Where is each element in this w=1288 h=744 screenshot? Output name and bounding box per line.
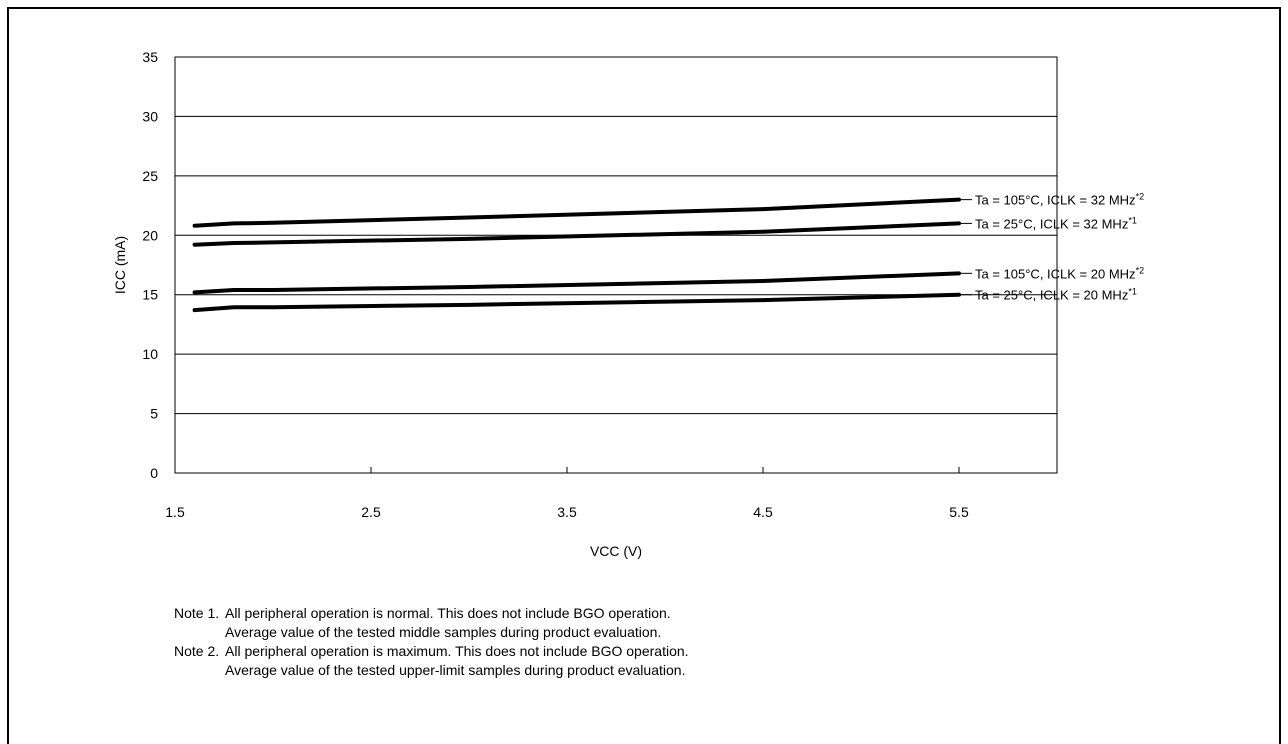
series-label-2: Ta = 25°C, ICLK = 32 MHz*1 <box>975 215 1137 231</box>
note-2: Note 2. All peripheral operation is maxi… <box>174 642 689 680</box>
x-tick-label-4.5: 4.5 <box>753 504 773 520</box>
y-tick-label-15: 15 <box>142 287 158 303</box>
note-1: Note 1. All peripheral operation is norm… <box>174 604 689 642</box>
series-line-3 <box>192 271 961 295</box>
series-label-text-2: Ta = 25°C, ICLK = 32 MHz <box>975 216 1128 231</box>
series-label-text-3: Ta = 105°C, ICLK = 20 MHz <box>975 266 1136 281</box>
series-label-text-4: Ta = 25°C, ICLK = 20 MHz <box>975 288 1128 303</box>
y-tick-label-0: 0 <box>150 465 158 481</box>
series-line-4 <box>192 292 961 313</box>
x-tick-label-5.5: 5.5 <box>949 504 969 520</box>
series-label-4: Ta = 25°C, ICLK = 20 MHz*1 <box>975 287 1137 303</box>
series-label-note-3: *2 <box>1136 265 1145 275</box>
note-1-line-1: All peripheral operation is normal. This… <box>225 605 671 621</box>
series-label-note-1: *2 <box>1136 192 1145 202</box>
note-2-line-1: All peripheral operation is maximum. Thi… <box>225 643 689 659</box>
series-label-1: Ta = 105°C, ICLK = 32 MHz*2 <box>975 192 1144 208</box>
note-2-line-2: Average value of the tested upper-limit … <box>225 662 686 678</box>
plot-area <box>174 56 1058 474</box>
x-tick-label-1.5: 1.5 <box>165 504 185 520</box>
series-label-note-4: *1 <box>1128 287 1137 297</box>
figure-frame <box>7 7 1281 744</box>
chart-notes: Note 1. All peripheral operation is norm… <box>174 604 689 680</box>
series-line-2 <box>192 221 961 247</box>
series-label-3: Ta = 105°C, ICLK = 20 MHz*2 <box>975 265 1144 281</box>
note-2-label: Note 2. <box>174 643 220 659</box>
y-tick-label-25: 25 <box>142 168 158 184</box>
note-1-line-2: Average value of the tested middle sampl… <box>225 624 662 640</box>
y-tick-label-10: 10 <box>142 346 158 362</box>
y-tick-label-5: 5 <box>150 406 158 422</box>
y-tick-label-20: 20 <box>142 227 158 243</box>
series-label-note-2: *1 <box>1128 215 1137 225</box>
note-1-label: Note 1. <box>174 605 220 621</box>
series-label-text-1: Ta = 105°C, ICLK = 32 MHz <box>975 193 1136 208</box>
x-tick-label-2.5: 2.5 <box>361 504 381 520</box>
y-tick-label-30: 30 <box>142 108 158 124</box>
y-axis-label: ICC (mA) <box>112 236 128 294</box>
y-tick-label-35: 35 <box>142 49 158 65</box>
icc-vs-vcc-chart: 0 5 10 15 20 25 30 35 1.5 2.5 3.5 4.5 5.5 Ta = 105°C… <box>112 49 1144 559</box>
x-tick-label-3.5: 3.5 <box>557 504 577 520</box>
series-line-1 <box>192 197 961 228</box>
x-axis-label: VCC (V) <box>590 543 642 559</box>
